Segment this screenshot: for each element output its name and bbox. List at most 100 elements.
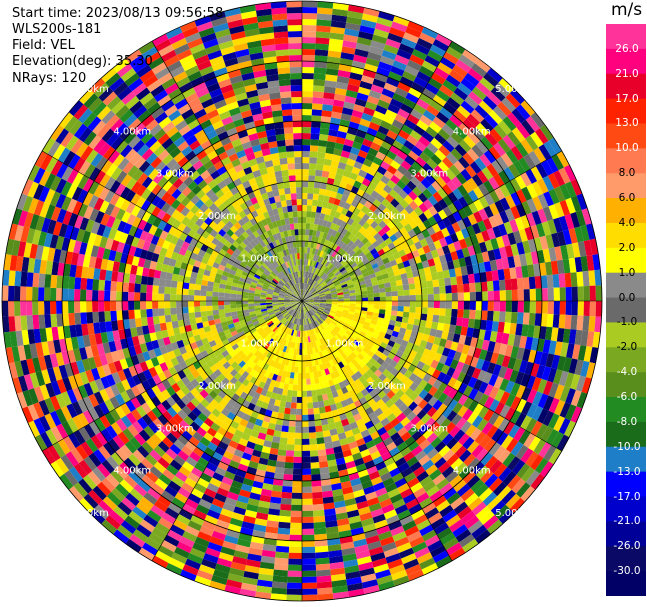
range-gate — [336, 308, 344, 312]
range-gate — [257, 432, 267, 441]
range-gate — [321, 330, 327, 337]
range-gate — [305, 283, 309, 290]
range-gate — [419, 151, 431, 163]
range-gate — [386, 381, 396, 391]
range-gate — [499, 343, 508, 356]
range-gate — [158, 293, 165, 301]
range-gate — [206, 310, 214, 316]
range-gate — [559, 287, 566, 301]
range-gate — [503, 367, 514, 381]
range-gate — [324, 226, 330, 234]
range-gate — [511, 459, 526, 475]
range-gate — [365, 343, 373, 351]
range-gate — [313, 509, 325, 517]
range-gate — [381, 394, 391, 404]
range-gate — [349, 301, 356, 304]
range-gate — [442, 433, 454, 446]
range-gate — [424, 534, 440, 547]
range-gate — [317, 326, 322, 333]
range-gate — [388, 189, 399, 199]
range-gate — [480, 136, 494, 150]
range-gate — [224, 292, 231, 298]
range-gate — [450, 92, 465, 106]
range-gate — [302, 462, 311, 469]
range-gate — [305, 291, 310, 297]
range-gate — [299, 306, 302, 313]
range-gate — [313, 521, 326, 529]
range-gate — [313, 298, 320, 300]
range-gate — [92, 311, 100, 323]
range-gate — [193, 509, 207, 521]
range-gate — [285, 456, 294, 463]
range-gate — [318, 290, 324, 294]
range-gate — [400, 431, 412, 442]
range-gate — [408, 87, 422, 99]
range-gate — [510, 192, 522, 206]
range-gate — [369, 203, 378, 213]
range-gate — [296, 348, 300, 355]
range-gate — [318, 291, 325, 295]
range-gate — [168, 557, 185, 570]
range-gate — [319, 303, 326, 306]
range-gate — [390, 174, 401, 185]
range-gate — [383, 44, 399, 55]
range-gate — [493, 142, 506, 157]
range-gate — [322, 274, 328, 280]
range-gate — [313, 302, 320, 305]
range-gate — [450, 441, 463, 454]
range-gate — [281, 370, 287, 378]
range-gate — [14, 315, 22, 332]
range-gate — [129, 318, 137, 329]
range-gate — [350, 323, 357, 329]
range-gate — [469, 428, 482, 441]
range-gate — [541, 288, 548, 301]
range-gate — [286, 395, 292, 403]
range-gate — [495, 332, 504, 344]
range-gate — [434, 522, 450, 535]
range-gate — [374, 421, 384, 431]
range-gate — [331, 267, 338, 273]
range-gate — [374, 519, 388, 530]
range-gate — [306, 284, 311, 291]
range-gate — [374, 325, 382, 332]
range-gate — [303, 283, 306, 290]
range-gate — [334, 260, 341, 268]
range-gate — [572, 344, 581, 360]
range-gate — [352, 265, 360, 271]
range-gate — [304, 253, 307, 260]
range-gate — [370, 552, 386, 562]
range-gate — [521, 387, 532, 402]
range-gate — [218, 552, 234, 562]
range-gate — [386, 150, 397, 161]
range-gate — [268, 508, 280, 516]
range-gate — [402, 520, 417, 532]
range-gate — [347, 225, 355, 233]
range-gate — [302, 534, 315, 541]
range-gate — [98, 301, 105, 312]
range-gate — [322, 322, 328, 328]
range-gate — [307, 296, 314, 300]
range-gate — [365, 233, 374, 241]
range-gate — [442, 195, 453, 207]
range-gate — [498, 279, 506, 291]
range-gate — [309, 247, 314, 254]
range-gate — [334, 270, 341, 277]
range-gate — [338, 320, 345, 325]
range-gate — [564, 420, 577, 438]
range-gate — [257, 373, 264, 382]
range-gate — [291, 504, 302, 511]
range-gate — [308, 285, 313, 292]
range-gate — [496, 353, 505, 366]
range-gate — [388, 403, 399, 413]
range-gate — [410, 482, 423, 494]
range-gate — [411, 430, 423, 441]
range-gate — [462, 374, 472, 386]
range-gate — [374, 216, 383, 225]
range-gate — [200, 311, 208, 317]
range-gate — [545, 261, 553, 276]
range-gate — [326, 299, 332, 301]
range-gate — [327, 459, 337, 467]
range-gate — [436, 478, 450, 491]
range-gate — [140, 292, 147, 301]
